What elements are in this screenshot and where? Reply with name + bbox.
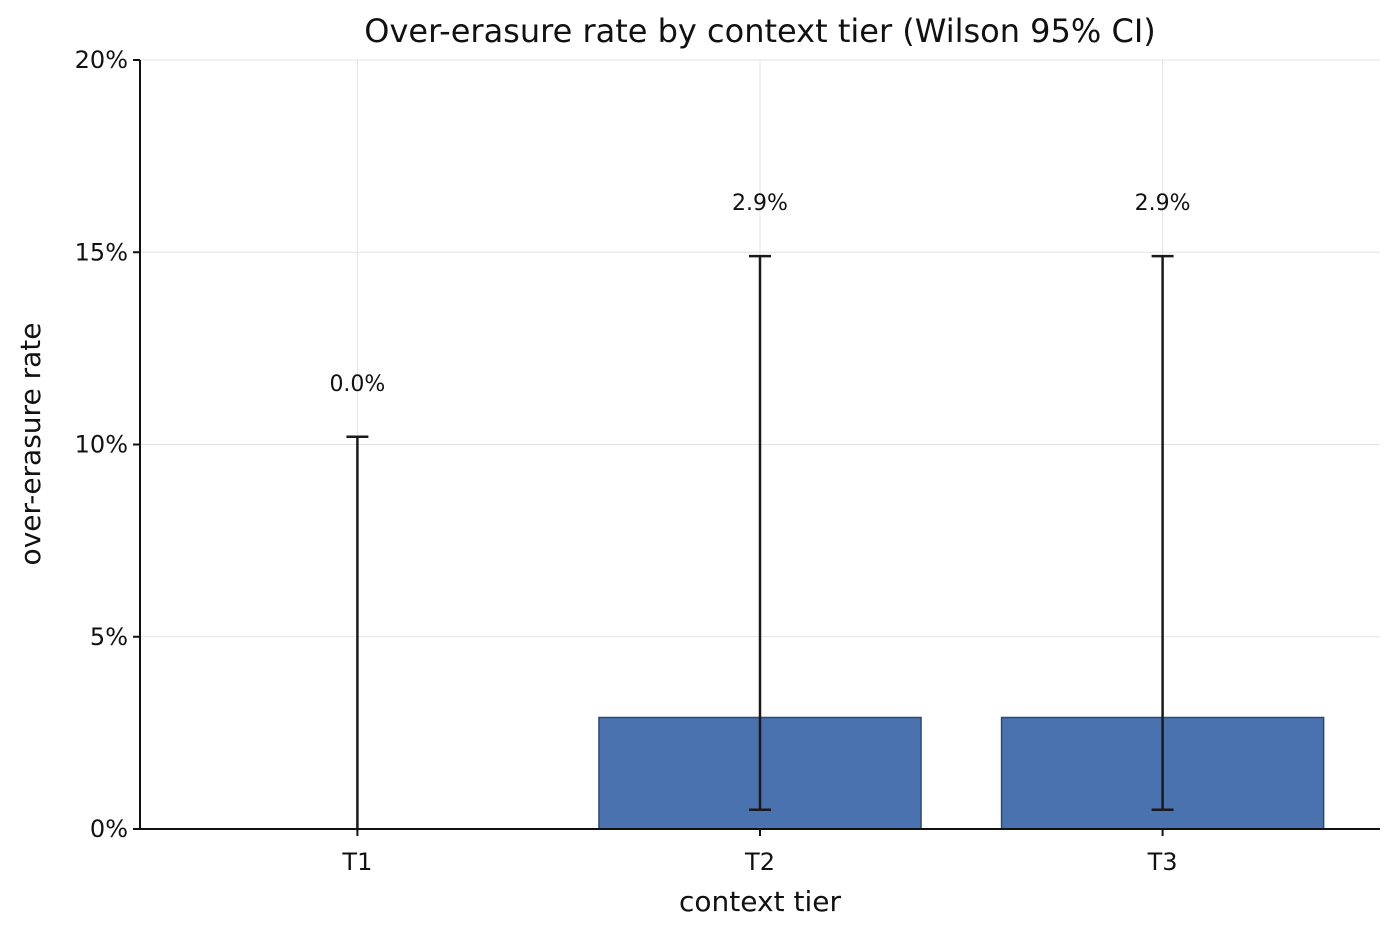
axes: 0% 5% 10% 15% 20% T1 T2 T3 xyxy=(75,46,1380,876)
bars xyxy=(598,716,1325,830)
x-tick-label: T3 xyxy=(1147,848,1178,876)
data-label-T1: 0.0% xyxy=(329,372,385,397)
data-labels: 0.0% 2.9% 2.9% xyxy=(329,191,1190,397)
data-label-T3: 2.9% xyxy=(1135,191,1191,216)
y-axis-label: over-erasure rate xyxy=(14,323,47,566)
data-label-T2: 2.9% xyxy=(732,191,788,216)
y-tick-label: 5% xyxy=(90,623,128,651)
x-tick-label: T1 xyxy=(341,848,372,876)
y-tick-label: 0% xyxy=(90,815,128,843)
y-tick-label: 20% xyxy=(75,46,128,74)
x-axis-label: context tier xyxy=(679,885,841,918)
y-tick-label: 10% xyxy=(75,431,128,459)
y-tick-label: 15% xyxy=(75,238,128,266)
chart-title: Over-erasure rate by context tier (Wilso… xyxy=(364,12,1155,50)
x-tick-label: T2 xyxy=(744,848,775,876)
error-bars xyxy=(346,254,1174,829)
